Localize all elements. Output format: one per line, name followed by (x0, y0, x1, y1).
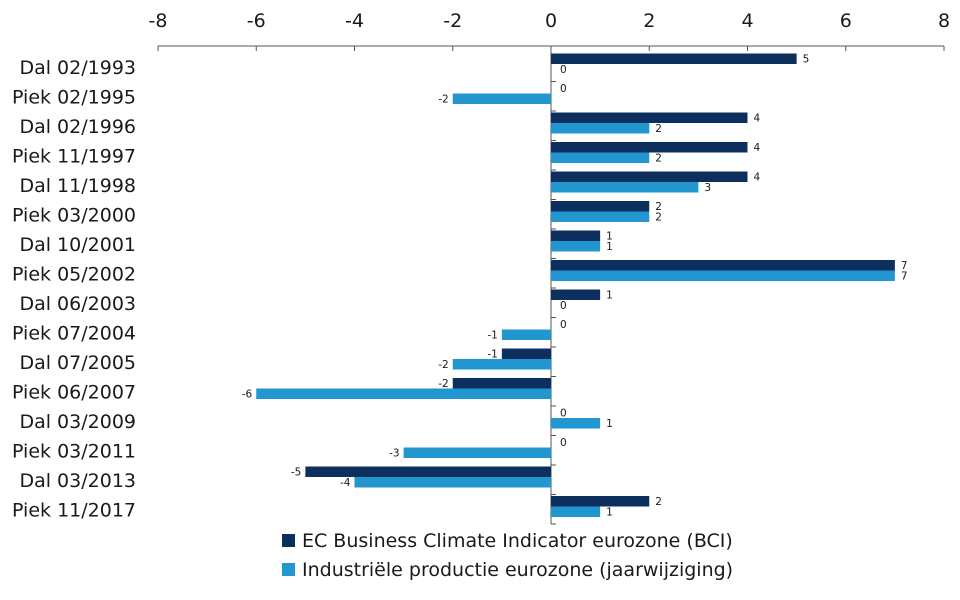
bar-bci (501, 348, 551, 359)
category-label: Dal 06/2003 (19, 293, 136, 315)
data-label: -4 (340, 477, 351, 489)
category-label: Dal 02/1996 (19, 116, 136, 138)
data-label: -1 (487, 349, 497, 361)
category-label: Piek 03/2000 (12, 204, 136, 226)
bar-industrial-production (551, 241, 601, 252)
bar-industrial-production (551, 506, 601, 517)
category-label: Piek 07/2004 (12, 322, 136, 344)
bar-industrial-production (403, 447, 551, 458)
x-tick-label: 4 (741, 10, 753, 32)
data-label: 0 (560, 437, 567, 449)
x-tick-label: -6 (247, 10, 266, 32)
category-label: Piek 02/1995 (12, 86, 136, 108)
legend-label-industrial-production: Industriële productie eurozone (jaarwijz… (302, 558, 734, 581)
data-label: -2 (438, 378, 448, 390)
category-label: Dal 03/2009 (19, 411, 136, 433)
bar-industrial-production (551, 152, 650, 163)
data-label: -2 (438, 359, 448, 371)
bar-industrial-production (551, 123, 650, 134)
data-label: 2 (655, 153, 662, 165)
legend-item-bci: EC Business Climate Indicator eurozone (… (282, 526, 733, 555)
bar-industrial-production (551, 211, 650, 222)
data-label: -3 (389, 448, 399, 460)
bar-industrial-production (452, 359, 551, 370)
category-label: Dal 11/1998 (19, 175, 136, 197)
data-label: 2 (655, 212, 662, 224)
data-label: 7 (901, 271, 908, 283)
bar-bci (551, 260, 895, 271)
category-label: Dal 02/1993 (19, 57, 136, 79)
data-label: 1 (606, 290, 613, 302)
bar-industrial-production (551, 270, 895, 281)
legend-label-bci: EC Business Climate Indicator eurozone (… (302, 529, 733, 552)
bar-bci (452, 378, 551, 389)
data-label: -2 (438, 94, 448, 106)
data-label: -1 (487, 330, 497, 342)
data-label: 1 (606, 231, 613, 243)
category-label: Piek 11/1997 (12, 145, 136, 167)
legend-swatch-industrial-production (282, 563, 295, 576)
legend-item-industrial-production: Industriële productie eurozone (jaarwijz… (282, 555, 733, 584)
data-label: 3 (704, 182, 711, 194)
legend-swatch-bci (282, 534, 295, 547)
x-tick-label: 2 (643, 10, 655, 32)
x-tick-label: -4 (345, 10, 364, 32)
data-label: 0 (560, 83, 567, 95)
category-label: Dal 10/2001 (19, 234, 136, 256)
bar-bci (551, 201, 650, 212)
category-label: Piek 03/2011 (12, 440, 136, 462)
data-label: 0 (560, 64, 567, 76)
bar-industrial-production (256, 388, 551, 399)
bar-industrial-production (551, 182, 699, 193)
data-label: 1 (606, 418, 613, 430)
x-tick-label: 6 (840, 10, 852, 32)
data-label: 2 (655, 123, 662, 135)
category-label: Dal 03/2013 (19, 470, 136, 492)
bar-bci (551, 289, 601, 300)
bar-industrial-production (354, 477, 551, 488)
x-tick-label: 0 (545, 10, 557, 32)
data-label: 4 (754, 172, 761, 184)
data-label: 7 (901, 260, 908, 272)
bar-industrial-production (452, 93, 551, 104)
bar-bci (551, 230, 601, 241)
bar-bci (551, 112, 748, 123)
data-label: 0 (560, 319, 567, 331)
category-label: Piek 06/2007 (12, 381, 136, 403)
x-tick-label: 8 (938, 10, 950, 32)
category-label: Piek 11/2017 (12, 499, 136, 521)
data-label: -6 (242, 389, 253, 401)
data-label: 1 (606, 507, 613, 519)
category-label: Dal 07/2005 (19, 352, 136, 374)
data-label: 2 (655, 496, 662, 508)
legend: EC Business Climate Indicator eurozone (… (282, 526, 733, 584)
data-label: 2 (655, 201, 662, 213)
bar-bci (305, 466, 551, 477)
category-label: Piek 05/2002 (12, 263, 136, 285)
bar-industrial-production (501, 329, 551, 340)
bar-bci (551, 496, 650, 507)
data-label: 1 (606, 241, 613, 253)
data-label: 4 (754, 142, 761, 154)
data-label: 0 (560, 300, 567, 312)
bar-bci (551, 171, 748, 182)
data-label: 0 (560, 408, 567, 420)
x-tick-label: -2 (443, 10, 462, 32)
bar-industrial-production (551, 418, 601, 429)
data-label: 5 (803, 54, 810, 66)
data-label: 4 (754, 113, 761, 125)
x-tick-label: -8 (149, 10, 168, 32)
data-label: -5 (291, 467, 301, 479)
bar-bci (551, 53, 797, 64)
bar-bci (551, 142, 748, 153)
